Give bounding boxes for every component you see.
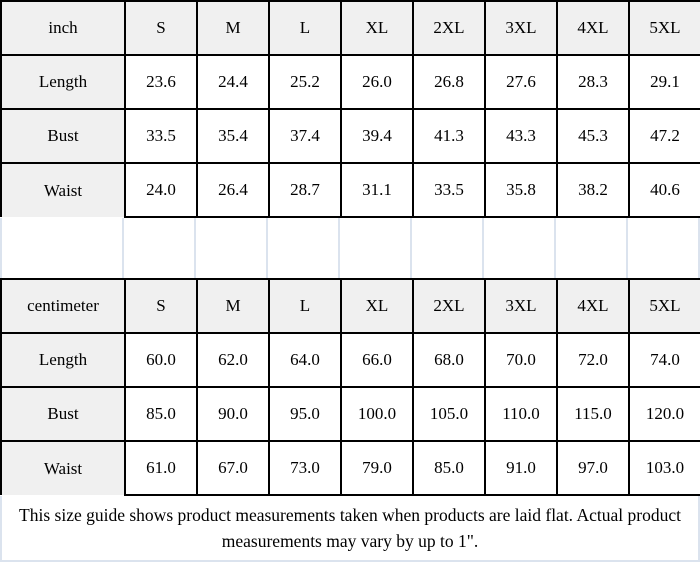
measurement-value-cell: 90.0: [196, 386, 270, 442]
measurement-row-label: Length: [0, 54, 126, 110]
size-column-header: 2XL: [412, 0, 486, 56]
unit-label-cell: centimeter: [0, 278, 126, 334]
measurement-note-line-2: measurements may vary by up to 1".: [221, 531, 479, 551]
size-column-header: 2XL: [412, 278, 486, 334]
size-column-header: L: [268, 278, 342, 334]
spacer-cell: [556, 218, 628, 278]
measurement-value-cell: 43.3: [484, 108, 558, 164]
measurement-value-cell: 26.4: [196, 162, 270, 218]
measurement-row: Length 23.6 24.4 25.2 26.0 26.8 27.6 28.3 29.1: [0, 54, 700, 110]
measurement-value-cell: 31.1: [340, 162, 414, 218]
measurement-value-cell: 33.5: [412, 162, 486, 218]
measurement-row: Waist 61.0 67.0 73.0 79.0 85.0 91.0 97.0 103.0: [0, 440, 700, 496]
measurement-value-cell: 85.0: [124, 386, 198, 442]
measurement-value-cell: 47.2: [628, 108, 700, 164]
spacer-cell: [484, 218, 556, 278]
measurement-value-cell: 37.4: [268, 108, 342, 164]
measurement-value-cell: 27.6: [484, 54, 558, 110]
measurement-row-label: Waist: [0, 162, 126, 217]
size-header-row: inch S M L XL 2XL 3XL 4XL 5XL: [0, 0, 700, 56]
measurement-value-cell: 100.0: [340, 386, 414, 442]
measurement-value-cell: 24.4: [196, 54, 270, 110]
measurement-value-cell: 40.6: [628, 162, 700, 218]
measurement-value-cell: 60.0: [124, 332, 198, 388]
measurement-note: This size guide shows product measuremen…: [0, 496, 700, 562]
measurement-value-cell: 35.4: [196, 108, 270, 164]
measurement-value-cell: 85.0: [412, 440, 486, 496]
measurement-row: Waist 24.0 26.4 28.7 31.1 33.5 35.8 38.2 40.6: [0, 162, 700, 218]
spacer-cell: [196, 218, 268, 278]
size-column-header: L: [268, 0, 342, 56]
measurement-value-cell: 95.0: [268, 386, 342, 442]
size-column-header: 4XL: [556, 278, 630, 334]
spacer-cell: [340, 218, 412, 278]
measurement-value-cell: 38.2: [556, 162, 630, 218]
measurement-value-cell: 45.3: [556, 108, 630, 164]
measurement-value-cell: 115.0: [556, 386, 630, 442]
measurement-value-cell: 103.0: [628, 440, 700, 496]
spacer-cell: [2, 218, 124, 278]
measurement-value-cell: 24.0: [124, 162, 198, 218]
measurement-value-cell: 61.0: [124, 440, 198, 496]
measurement-value-cell: 97.0: [556, 440, 630, 496]
measurement-value-cell: 73.0: [268, 440, 342, 496]
measurement-value-cell: 72.0: [556, 332, 630, 388]
measurement-value-cell: 67.0: [196, 440, 270, 496]
measurement-row-label: Waist: [0, 440, 126, 495]
measurement-value-cell: 23.6: [124, 54, 198, 110]
measurement-value-cell: 105.0: [412, 386, 486, 442]
measurement-value-cell: 74.0: [628, 332, 700, 388]
measurement-value-cell: 28.7: [268, 162, 342, 218]
size-column-header: 3XL: [484, 278, 558, 334]
spacer-cell: [268, 218, 340, 278]
size-column-header: S: [124, 278, 198, 334]
measurement-value-cell: 68.0: [412, 332, 486, 388]
measurement-value-cell: 79.0: [340, 440, 414, 496]
measurement-value-cell: 33.5: [124, 108, 198, 164]
size-column-header: 3XL: [484, 0, 558, 56]
measurement-row-label: Length: [0, 332, 126, 388]
measurement-value-cell: 62.0: [196, 332, 270, 388]
measurement-value-cell: 110.0: [484, 386, 558, 442]
measurement-value-cell: 26.0: [340, 54, 414, 110]
size-column-header: M: [196, 0, 270, 56]
size-column-header: 5XL: [628, 278, 700, 334]
measurement-value-cell: 66.0: [340, 332, 414, 388]
spacer-row: [0, 218, 700, 278]
centimeter-size-table: centimeter S M L XL 2XL 3XL 4XL 5XL Length 60.0 62.…: [0, 278, 700, 496]
measurement-value-cell: 64.0: [268, 332, 342, 388]
measurement-value-cell: 41.3: [412, 108, 486, 164]
spacer-cell: [628, 218, 700, 278]
measurement-value-cell: 35.8: [484, 162, 558, 218]
size-column-header: XL: [340, 0, 414, 56]
measurement-row: Bust 33.5 35.4 37.4 39.4 41.3 43.3 45.3 47.2: [0, 108, 700, 164]
size-column-header: 4XL: [556, 0, 630, 56]
measurement-value-cell: 25.2: [268, 54, 342, 110]
measurement-value-cell: 29.1: [628, 54, 700, 110]
measurement-value-cell: 120.0: [628, 386, 700, 442]
measurement-value-cell: 39.4: [340, 108, 414, 164]
size-column-header: XL: [340, 278, 414, 334]
spacer-cell: [412, 218, 484, 278]
measurement-value-cell: 28.3: [556, 54, 630, 110]
measurement-row-label: Bust: [0, 108, 126, 164]
size-header-row: centimeter S M L XL 2XL 3XL 4XL 5XL: [0, 278, 700, 334]
measurement-value-cell: 26.8: [412, 54, 486, 110]
spacer-cell: [124, 218, 196, 278]
measurement-row: Length 60.0 62.0 64.0 66.0 68.0 70.0 72.0 74.0: [0, 332, 700, 388]
unit-label-cell: inch: [0, 0, 126, 56]
measurement-value-cell: 70.0: [484, 332, 558, 388]
size-column-header: M: [196, 278, 270, 334]
measurement-value-cell: 91.0: [484, 440, 558, 496]
inch-size-table: inch S M L XL 2XL 3XL 4XL 5XL Length 23.6 24.4 25.2 2…: [0, 0, 700, 218]
size-column-header: S: [124, 0, 198, 56]
measurement-row: Bust 85.0 90.0 95.0 100.0 105.0 110.0 115.0 120.…: [0, 386, 700, 442]
measurement-note-line-1: This size guide shows product measuremen…: [19, 504, 681, 525]
size-column-header: 5XL: [628, 0, 700, 56]
measurement-row-label: Bust: [0, 386, 126, 442]
